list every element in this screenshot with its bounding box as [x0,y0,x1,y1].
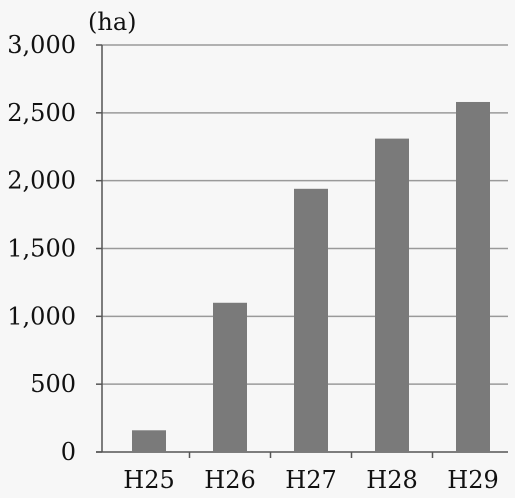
bar-h28 [375,138,409,453]
bar-h26 [213,302,247,452]
y-tick-label: 2,500 [7,99,76,127]
x-tick-label: H27 [285,466,336,494]
x-tick-label: H29 [447,466,498,494]
bar-h29 [456,101,490,452]
bars [132,101,490,453]
y-tick-labels: 0 500 1,000 1,500 2,000 2,500 3,000 [7,31,76,466]
bar-h25 [132,430,166,452]
bar-h27 [294,188,328,452]
y-tick-label: 0 [61,438,76,466]
y-tick-label: 2,000 [7,167,76,195]
y-tick-label: 500 [30,370,76,398]
x-tick-label: H26 [204,466,255,494]
y-tick-label: 1,500 [7,235,76,263]
y-tick-label: 1,000 [7,302,76,330]
x-tick-label: H25 [123,466,174,494]
x-tick-label: H28 [366,466,417,494]
y-tick-label: 3,000 [7,31,76,59]
x-tick-labels: H25 H26 H27 H28 H29 [123,466,498,494]
y-axis-unit-label: (ha) [88,8,137,36]
